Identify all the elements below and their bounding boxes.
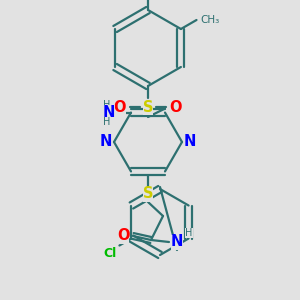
- Text: O: O: [114, 100, 126, 115]
- Text: S: S: [143, 187, 153, 202]
- Text: H: H: [103, 117, 111, 127]
- Text: CH₃: CH₃: [201, 15, 220, 25]
- Text: N: N: [171, 235, 183, 250]
- Text: O: O: [117, 229, 129, 244]
- Text: N: N: [184, 134, 196, 149]
- Text: Cl: Cl: [104, 247, 117, 260]
- Text: H: H: [103, 100, 111, 110]
- Text: O: O: [170, 100, 182, 115]
- Text: N: N: [100, 134, 112, 149]
- Text: S: S: [143, 100, 153, 115]
- Text: N: N: [103, 105, 115, 120]
- Text: H: H: [185, 228, 193, 238]
